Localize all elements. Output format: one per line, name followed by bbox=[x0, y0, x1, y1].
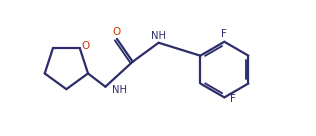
Text: O: O bbox=[81, 41, 89, 51]
Text: O: O bbox=[112, 27, 120, 37]
Text: F: F bbox=[222, 29, 227, 39]
Text: F: F bbox=[230, 94, 236, 104]
Text: NH: NH bbox=[151, 31, 166, 41]
Text: NH: NH bbox=[112, 85, 127, 95]
